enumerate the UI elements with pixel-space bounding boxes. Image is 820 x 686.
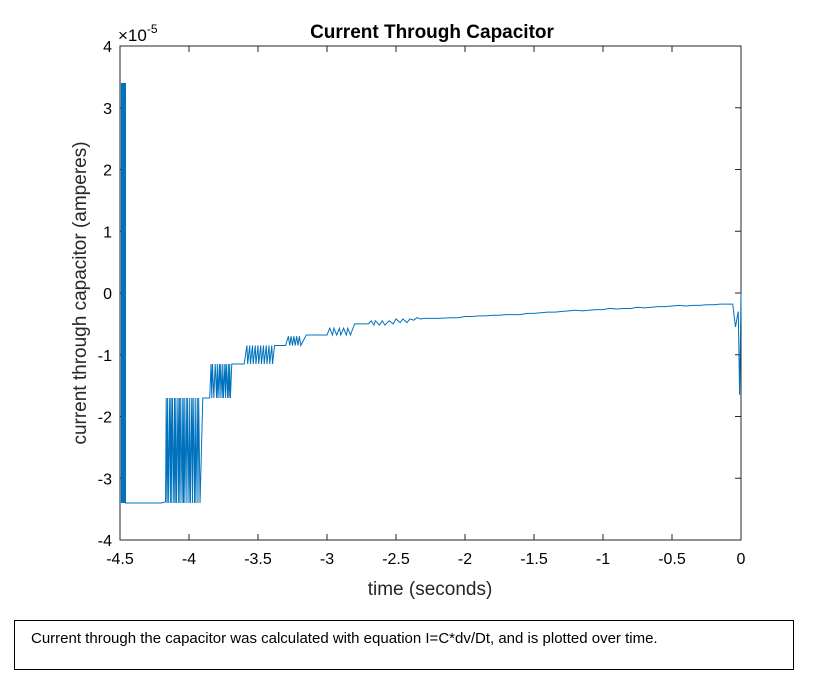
exponent-label: ×10-5 xyxy=(118,22,158,45)
y-axis-label: current through capacitor (amperes) xyxy=(70,141,91,444)
chart-figure: Current Through Capacitor ×10-5 -4.5 -4 -3… xyxy=(70,22,746,600)
x-tick-label: -2 xyxy=(458,551,472,568)
y-tick-label: -3 xyxy=(98,471,112,488)
x-tick-label: -2.5 xyxy=(382,551,410,568)
y-tick-label: 4 xyxy=(103,39,112,56)
chart-title: Current Through Capacitor xyxy=(310,22,554,43)
plot-frame xyxy=(119,45,742,541)
y-tick-label: -1 xyxy=(98,348,112,365)
plot-area: -4.5 -4 -3.5 -3 -2.5 -2 -1.5 -1 -0.5 0 -4-3-2-101… xyxy=(98,39,746,568)
x-tick-label: -1.5 xyxy=(520,551,548,568)
caption-box: Current through the capacitor was calcul… xyxy=(14,620,794,670)
x-tick-label: -0.5 xyxy=(658,551,686,568)
x-tick-label: -3.5 xyxy=(244,551,272,568)
exponent-base: ×10 xyxy=(118,26,147,45)
y-tick-label: 2 xyxy=(103,163,112,180)
y-tick-label: -4 xyxy=(98,533,112,550)
exponent-power: -5 xyxy=(147,22,158,36)
x-axis-label: time (seconds) xyxy=(368,579,493,600)
y-tick-label: 0 xyxy=(103,286,112,303)
svg-text:×10-5: ×10-5 xyxy=(118,22,158,45)
y-tick-label: -2 xyxy=(98,410,112,427)
x-tick-label: 0 xyxy=(737,551,746,568)
y-tick-label: 1 xyxy=(103,224,112,241)
x-tick-label: -4 xyxy=(182,551,196,568)
y-tick-label: 3 xyxy=(103,101,112,118)
x-axis: -4.5 -4 -3.5 -3 -2.5 -2 -1.5 -1 -0.5 0 xyxy=(106,46,746,568)
x-tick-label: -1 xyxy=(596,551,610,568)
series-line xyxy=(120,83,742,504)
caption-text: Current through the capacitor was calcul… xyxy=(31,630,658,647)
x-tick-label: -3 xyxy=(320,551,334,568)
y-axis: -4 -3 -2 -1 0 1 2 3 4 xyxy=(98,39,741,550)
x-tick-label: -4.5 xyxy=(106,551,134,568)
